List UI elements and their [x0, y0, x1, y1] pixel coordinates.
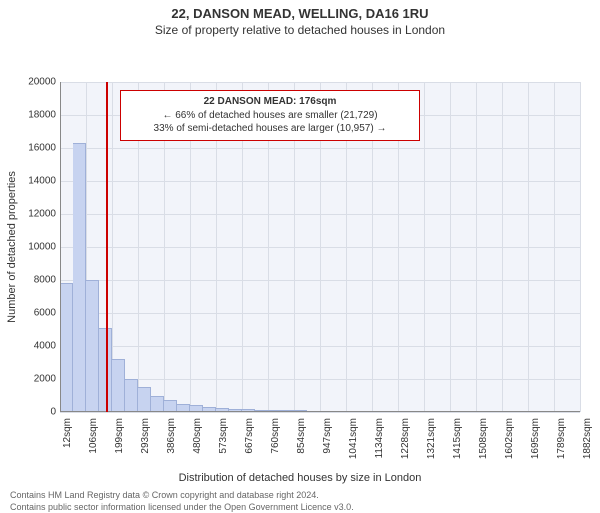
x-axis-label: Distribution of detached houses by size …: [0, 472, 600, 484]
gridline-v: [580, 82, 581, 412]
gridline-h: [60, 412, 580, 413]
y-tick-label: 4000: [2, 341, 56, 352]
histogram-bar: [73, 143, 86, 412]
histogram-bar: [151, 396, 164, 413]
y-axis-line: [60, 82, 61, 412]
histogram-bar: [60, 283, 73, 412]
chart-title: 22, DANSON MEAD, WELLING, DA16 1RU: [0, 6, 600, 21]
chart-area: Number of detached properties 0200040006…: [0, 37, 600, 470]
x-tick-label: 1228sqm: [400, 418, 411, 468]
gridline-v: [476, 82, 477, 412]
x-tick-label: 1415sqm: [452, 418, 463, 468]
gridline-v: [554, 82, 555, 412]
x-tick-label: 293sqm: [140, 418, 151, 468]
y-tick-label: 14000: [2, 176, 56, 187]
x-tick-label: 667sqm: [244, 418, 255, 468]
x-axis-line: [60, 411, 580, 412]
callout-line-1: 22 DANSON MEAD: 176sqm: [129, 95, 411, 109]
y-tick-label: 18000: [2, 110, 56, 121]
gridline-v: [502, 82, 503, 412]
y-tick-label: 8000: [2, 275, 56, 286]
footer-line-2: Contains public sector information licen…: [10, 502, 590, 513]
x-tick-label: 854sqm: [296, 418, 307, 468]
x-tick-label: 573sqm: [218, 418, 229, 468]
callout-box: 22 DANSON MEAD: 176sqm← 66% of detached …: [120, 90, 420, 141]
x-tick-label: 480sqm: [192, 418, 203, 468]
y-tick-label: 0: [2, 407, 56, 418]
chart-header: 22, DANSON MEAD, WELLING, DA16 1RU Size …: [0, 0, 600, 37]
x-tick-label: 1882sqm: [582, 418, 593, 468]
callout-line-3: 33% of semi-detached houses are larger (…: [129, 122, 411, 136]
footer: Contains HM Land Registry data © Crown c…: [0, 484, 600, 513]
x-tick-label: 386sqm: [166, 418, 177, 468]
x-tick-label: 760sqm: [270, 418, 281, 468]
x-tick-label: 1508sqm: [478, 418, 489, 468]
x-tick-label: 199sqm: [114, 418, 125, 468]
x-tick-label: 12sqm: [62, 418, 73, 468]
histogram-bar: [86, 280, 99, 412]
histogram-bar: [112, 359, 125, 412]
histogram-bar: [138, 387, 151, 412]
y-tick-label: 16000: [2, 143, 56, 154]
x-tick-label: 1602sqm: [504, 418, 515, 468]
x-tick-label: 1321sqm: [426, 418, 437, 468]
y-tick-label: 10000: [2, 242, 56, 253]
y-tick-label: 6000: [2, 308, 56, 319]
property-marker-line: [106, 82, 108, 412]
x-tick-label: 1695sqm: [530, 418, 541, 468]
histogram-bar: [125, 379, 138, 412]
x-tick-label: 1134sqm: [374, 418, 385, 468]
chart-subtitle: Size of property relative to detached ho…: [0, 23, 600, 37]
y-tick-label: 12000: [2, 209, 56, 220]
x-tick-label: 106sqm: [88, 418, 99, 468]
y-tick-label: 2000: [2, 374, 56, 385]
gridline-v: [450, 82, 451, 412]
gridline-v: [528, 82, 529, 412]
gridline-v: [424, 82, 425, 412]
y-tick-label: 20000: [2, 77, 56, 88]
callout-line-2: ← 66% of detached houses are smaller (21…: [129, 109, 411, 123]
x-tick-label: 1041sqm: [348, 418, 359, 468]
x-tick-label: 947sqm: [322, 418, 333, 468]
x-tick-label: 1789sqm: [556, 418, 567, 468]
